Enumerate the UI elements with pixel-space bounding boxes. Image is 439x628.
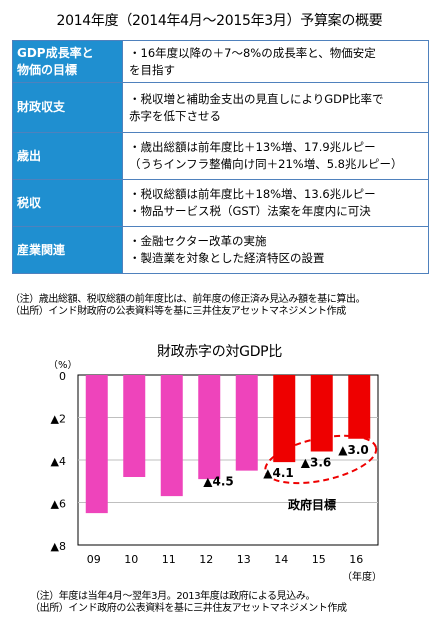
row-content-line: ・製造業を対象とした経済特区の設置 xyxy=(129,251,325,265)
row-content-fiscal: ・税収増と補助金支出の見直しによりGDP比率で 赤字を低下させる xyxy=(122,82,429,133)
y-axis-label: （%） xyxy=(48,360,78,371)
data-label-16: ▲3.0 xyxy=(338,443,369,457)
row-content-gdp: ・16年度以降の＋7～8%の成長率と、物価安定 を目指す xyxy=(122,40,429,83)
y-tick-label: ▲4 xyxy=(51,455,66,468)
footnote-line: （出所）インド財政府の公表資料等を基に三井住友アセットマネジメント作成 xyxy=(10,306,346,317)
row-header-expenditure: 歳出 xyxy=(12,132,123,180)
gridlines xyxy=(78,417,378,503)
x-tick-label: 12 xyxy=(199,553,213,566)
bar-16 xyxy=(348,375,371,439)
row-header-tax: 税収 xyxy=(12,179,123,227)
axes: 0 ▲2 ▲4 ▲6 ▲8 09 10 11 12 13 14 15 16 xyxy=(51,370,364,566)
y-tick-label: 0 xyxy=(59,370,66,383)
row-header-line: GDP成長率と xyxy=(17,45,94,60)
row-content-line: ・16年度以降の＋7～8%の成長率と、物価安定 xyxy=(129,45,376,60)
bar-13 xyxy=(235,375,258,471)
x-tick-label: 10 xyxy=(124,553,138,566)
row-content-line: ・税収増と補助金支出の見直しによりGDP比率で xyxy=(129,91,384,106)
bar-12 xyxy=(198,375,221,480)
x-tick-label: 15 xyxy=(312,553,326,566)
bar-09 xyxy=(85,375,108,514)
row-header-line: 税収 xyxy=(17,195,42,210)
chart-footnote: （注）年度は当年4月～翌年3月。2013年度は政府による見込み。 （出所）インド… xyxy=(30,591,435,615)
row-header-fiscal: 財政収支 xyxy=(12,82,123,133)
bar-14 xyxy=(273,375,296,463)
row-content-line: ・税収総額は前年度比＋18%増、13.6兆ルピー xyxy=(129,187,376,201)
x-tick-label: 09 xyxy=(87,553,101,566)
x-tick-label: 13 xyxy=(237,553,251,566)
row-content-industry: ・金融セクター改革の実施 ・製造業を対象とした経済特区の設置 xyxy=(122,226,429,274)
footnote-line: （注）年度は当年4月～翌年3月。2013年度は政府による見込み。 xyxy=(30,591,316,602)
y-tick-label: ▲8 xyxy=(51,540,66,553)
table-row: 産業関連 ・金融セクター改革の実施 ・製造業を対象とした経済特区の設置 xyxy=(12,226,429,274)
data-labels: ▲4.5 ▲4.1 ▲3.6 ▲3.0 xyxy=(203,443,369,489)
row-content-line: ・物品サービス税（GST）法案を年度内に可決 xyxy=(129,204,371,218)
bar-10 xyxy=(123,375,146,477)
table-row: 財政収支 ・税収増と補助金支出の見直しによりGDP比率で 赤字を低下させる xyxy=(12,82,429,133)
footnote-line: （注）歳出総額、税収総額の前年度比は、前年度の修正済み見込み額を基に算出。 xyxy=(10,294,366,305)
row-content-line: （うちインフラ整備向け同＋21%増、5.8兆ルピー） xyxy=(129,157,403,171)
row-header-line: 財政収支 xyxy=(17,100,66,114)
table-row: 歳出 ・歳出総額は前年度比＋13%増、17.9兆ルピー （うちインフラ整備向け同… xyxy=(12,132,429,180)
row-content-line: 赤字を低下させる xyxy=(129,108,221,123)
x-tick-label: 11 xyxy=(162,553,176,566)
y-tick-label: ▲2 xyxy=(51,413,66,426)
deficit-bar-chart: ▲4.5 ▲4.1 ▲3.6 ▲3.0 0 ▲2 ▲4 ▲6 ▲8 09 10 11 12 13 14 15… xyxy=(48,360,382,583)
x-tick-label: 14 xyxy=(274,553,288,566)
row-content-line: ・歳出総額は前年度比＋13%増、17.9兆ルピー xyxy=(129,140,376,154)
x-axis-label: （年度） xyxy=(342,570,382,583)
page-title: 2014年度（2014年4月～2015年3月）予算案の概要 xyxy=(56,13,383,29)
y-tick-label: ▲6 xyxy=(51,498,66,511)
x-tick-label: 16 xyxy=(349,553,363,566)
row-content-line: ・金融セクター改革の実施 xyxy=(129,234,267,248)
data-label-15: ▲3.6 xyxy=(301,456,332,470)
data-label-13: ▲4.5 xyxy=(203,475,234,489)
row-header-line: 歳出 xyxy=(17,148,42,163)
row-content-line: を目指す xyxy=(129,62,175,77)
row-header-gdp: GDP成長率と 物価の目標 xyxy=(12,40,123,83)
data-label-14: ▲4.1 xyxy=(263,466,294,480)
row-header-line: 産業関連 xyxy=(17,242,66,257)
row-content-tax: ・税収総額は前年度比＋18%増、13.6兆ルピー ・物品サービス税（GST）法案… xyxy=(122,179,429,227)
bar-15 xyxy=(310,375,333,452)
footnote-line: （出所）インド政府の公表資料を基に三井住友アセットマネジメント作成 xyxy=(30,603,347,614)
table-row: 税収 ・税収総額は前年度比＋18%増、13.6兆ルピー ・物品サービス税（GST… xyxy=(12,179,429,227)
chart-title: 財政赤字の対GDP比 xyxy=(156,344,283,360)
row-header-industry: 産業関連 xyxy=(12,226,123,274)
row-content-expenditure: ・歳出総額は前年度比＋13%増、17.9兆ルピー （うちインフラ整備向け同＋21… xyxy=(122,132,429,180)
row-header-line: 物価の目標 xyxy=(17,62,78,77)
government-target-label: 政府目標 xyxy=(288,497,336,512)
bar-11 xyxy=(160,375,183,497)
government-target-ellipse xyxy=(264,434,378,485)
table-row: GDP成長率と 物価の目標 ・16年度以降の＋7～8%の成長率と、物価安定 を目… xyxy=(12,40,429,83)
table-footnote: （注）歳出総額、税収総額の前年度比は、前年度の修正済み見込み額を基に算出。 （出… xyxy=(10,294,435,318)
budget-summary-table: GDP成長率と 物価の目標 ・16年度以降の＋7～8%の成長率と、物価安定 を目… xyxy=(12,40,429,274)
bars xyxy=(85,375,371,514)
